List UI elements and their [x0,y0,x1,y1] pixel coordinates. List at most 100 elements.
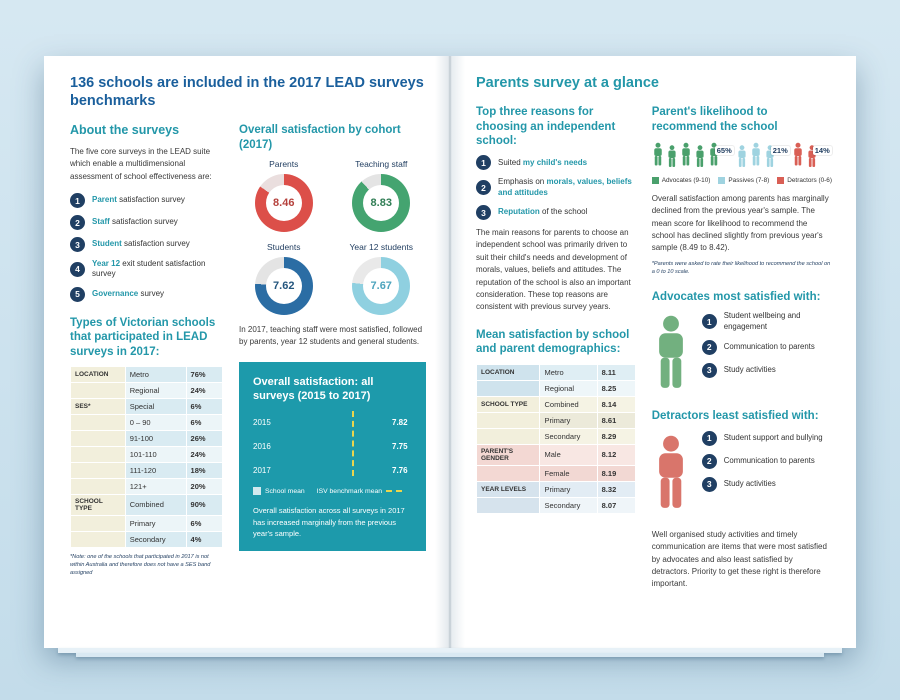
list-item: 4 Year 12 exit student satisfaction surv… [70,259,223,280]
detractors-section: 1 Student support and bullying 2 Communica… [652,430,832,515]
advocates-percentage: 65% [714,145,734,155]
table-row: 91-100 26% [70,429,224,447]
number-badge: 3 [701,476,717,492]
detractor-person-icon [658,435,683,508]
cohort-heading: Overall satisfaction by cohort (2017) [239,124,401,151]
donut-chart-parents: Parents 8.46 [254,159,313,232]
number-badge: 1 [70,193,85,209]
isv-benchmark-swatch [386,490,403,493]
list-item: 2 Emphasis on morals, values, beliefs an… [476,177,636,198]
table-row: Secondary 8.07 [475,496,636,514]
bar-row: 2016 7.75 [253,442,408,452]
table-row: Primary 6% [70,514,224,532]
number-badge: 3 [476,205,491,221]
number-badge: 2 [476,180,491,196]
table-row: Regional 8.25 [475,379,636,397]
donut-ring: 7.62 [254,257,313,315]
passives-swatch [718,176,726,184]
booklet-spread: 136 schools are included in the 2017 LEA… [44,56,856,648]
advocate-person-icon [658,316,683,389]
panel-caption: Overall satisfaction across all surveys … [253,506,405,538]
detractors-heading: Detractors least satisfied with: [651,410,819,423]
recommend-heading: Parent's likelihood to recommend the sch… [651,106,778,133]
list-item: 3 Study activities [701,362,832,378]
list-item: 2 Communication to parents [701,339,832,355]
likelihood-legend: Advocates (9-10) Passives (7-8) Detracto… [651,176,832,184]
cohort-donut-grid: Parents 8.46 Teaching staff 8.83 Student… [239,159,426,315]
number-badge: 5 [70,286,85,302]
advocates-list: 1 Student wellbeing and engagement 2 Commu… [701,311,832,395]
advocates-swatch [651,176,659,184]
page-stack-edge [76,653,824,657]
list-item-label: Staff satisfaction survey [92,217,178,227]
table-row: YEAR LEVELS Primary 8.32 [475,480,636,498]
advocates-heading: Advocates most satisfied with: [651,291,821,304]
advocates-section: 1 Student wellbeing and engagement 2 Commu… [652,311,832,395]
number-badge: 2 [701,339,717,355]
table-row: Regional 24% [70,381,224,399]
donut-chart-year12: Year 12 students 7.67 [350,242,413,315]
list-item: 2 Staff satisfaction survey [70,215,223,231]
left-page-title: 136 schools are included in the 2017 LEA… [70,75,424,110]
list-item-label: Reputation of the school [498,207,588,217]
survey-list: 1 Parent satisfaction survey 2 Staff sat… [70,193,223,302]
right-page-title: Parents survey at a glance [476,75,659,91]
list-item-label: Year 12 exit student satisfaction survey [92,259,206,279]
list-item: 1 Student support and bullying [701,430,823,446]
table-row: SES* Special 6% [70,397,224,415]
page-left: 136 schools are included in the 2017 LEA… [44,56,450,648]
chart-legend: School mean ISV benchmark mean [253,487,412,496]
detractors-list: 1 Student support and bullying 2 Communica… [701,430,823,515]
table-row: 121+ 20% [70,477,224,495]
table-row: LOCATION Metro 8.11 [475,363,636,381]
page-right: Parents survey at a glance Top three rea… [450,56,856,648]
about-heading: About the surveys [70,123,180,138]
table-row: Female 8.19 [475,464,636,482]
table-row: Primary 8.61 [475,411,636,429]
list-item: 1 Parent satisfaction survey [70,193,223,209]
table-row: 0 – 90 6% [70,413,224,431]
number-badge: 4 [70,261,85,277]
donut-ring: 7.67 [352,257,411,315]
about-intro: The five core surveys in the LEAD suite … [70,146,212,181]
table-row: Secondary 8.29 [475,427,636,445]
types-footnote: *Note: one of the schools that participa… [70,553,211,577]
reasons-heading: Top three reasons for choosing an indepe… [476,106,616,147]
list-item-label: Student satisfaction survey [92,239,190,249]
reasons-list: 1 Suited my child's needs 2 Emphasis on … [476,155,636,221]
school-types-table: LOCATION Metro 76% Regional 24% SES* Special… [70,365,224,548]
number-badge: 1 [476,155,491,171]
table-row: SCHOOL TYPE Combined 8.14 [475,395,636,413]
school-mean-swatch [253,487,261,496]
donut-chart-students: Students 7.62 [254,242,313,315]
bar-chart: 2015 7.82 2016 7.75 2017 7.76 [253,411,412,478]
cohort-caption: In 2017, teaching staff were most satisf… [239,325,423,347]
reasons-body: The main reasons for parents to choose a… [476,228,631,312]
table-row: 111-120 18% [70,461,224,479]
number-badge: 1 [701,314,717,330]
likelihood-pictogram: 65% 21% 14% [652,141,832,168]
bar-row: 2017 7.76 [253,466,408,476]
table-row: SCHOOL TYPE Combined 90% [70,493,224,516]
list-item: 1 Student wellbeing and engagement [701,311,832,331]
detractors-percentage: 14% [812,145,832,155]
list-item: 1 Suited my child's needs [476,155,636,171]
number-badge: 3 [70,237,85,253]
person-icon [653,142,662,166]
person-icon [738,145,746,167]
person-icon [696,145,704,167]
number-badge: 2 [70,215,85,231]
list-item-label: Emphasis on morals, values, beliefs and … [498,177,632,197]
benchmark-line [352,411,354,477]
overall-satisfaction-panel: Overall satisfaction: all surveys (2015 … [239,361,426,552]
number-badge: 1 [701,430,717,446]
list-item: 3 Study activities [701,476,823,492]
passives-percentage: 21% [770,145,790,155]
list-item-label: Suited my child's needs [498,157,588,167]
person-icon [794,142,802,166]
page-stack-edge [58,648,842,653]
demographics-table: LOCATION Metro 8.11 Regional 8.25 SCHOOL TY… [475,363,636,514]
table-row: 101-110 24% [70,445,224,463]
recommend-body: Overall satisfaction among parents has m… [651,193,829,253]
recommend-footnote: *Parents were asked to rate their likeli… [651,260,831,275]
